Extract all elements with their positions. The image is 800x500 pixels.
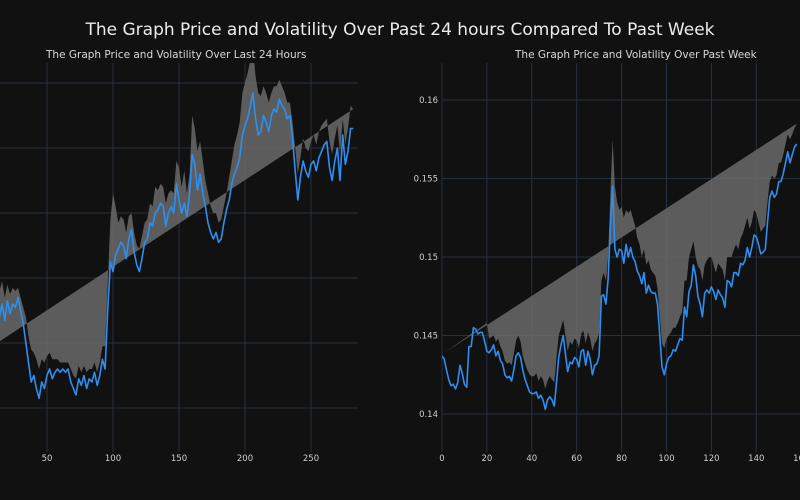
- price-line: [0, 92, 354, 400]
- price-line: [442, 143, 798, 411]
- main-title: The Graph Price and Volatility Over Past…: [85, 20, 715, 40]
- x-tick-label: 50: [42, 454, 53, 464]
- y-tick-label: 0.14: [419, 410, 438, 420]
- y-tick-label: 0.16: [419, 96, 438, 106]
- x-tick-label: 60: [571, 454, 582, 464]
- plot-area: [442, 123, 798, 411]
- x-tick-label: 140: [748, 454, 764, 464]
- x-tick-label: 100: [105, 454, 121, 464]
- x-tick-label: 120: [703, 454, 719, 464]
- plot-area: [0, 63, 354, 400]
- x-tick-label: 250: [303, 454, 319, 464]
- y-tick-label: 0.145: [414, 332, 438, 342]
- x-tick-label: 0: [439, 454, 444, 464]
- x-tick-label: 100: [658, 454, 674, 464]
- right-chart: 0 20 40 60 80 100 120 140 160 0.14 0.145 0.15 0.155 0…: [414, 63, 800, 464]
- y-tick-label: 0.15: [419, 253, 438, 263]
- x-tick-label: 40: [526, 454, 537, 464]
- volatility-band: [442, 123, 797, 389]
- x-tick-label: 80: [616, 454, 627, 464]
- x-tick-label: 160: [793, 454, 800, 464]
- left-chart: 50 100 150 200 250: [0, 63, 358, 464]
- right-chart-title: The Graph Price and Volatility Over Past…: [515, 49, 757, 61]
- x-tick-label: 150: [171, 454, 187, 464]
- x-tick-label: 20: [481, 454, 492, 464]
- x-tick-label: 200: [237, 454, 253, 464]
- left-chart-title: The Graph Price and Volatility Over Last…: [46, 49, 307, 61]
- y-tick-label: 0.155: [414, 175, 438, 185]
- volatility-band: [0, 63, 354, 379]
